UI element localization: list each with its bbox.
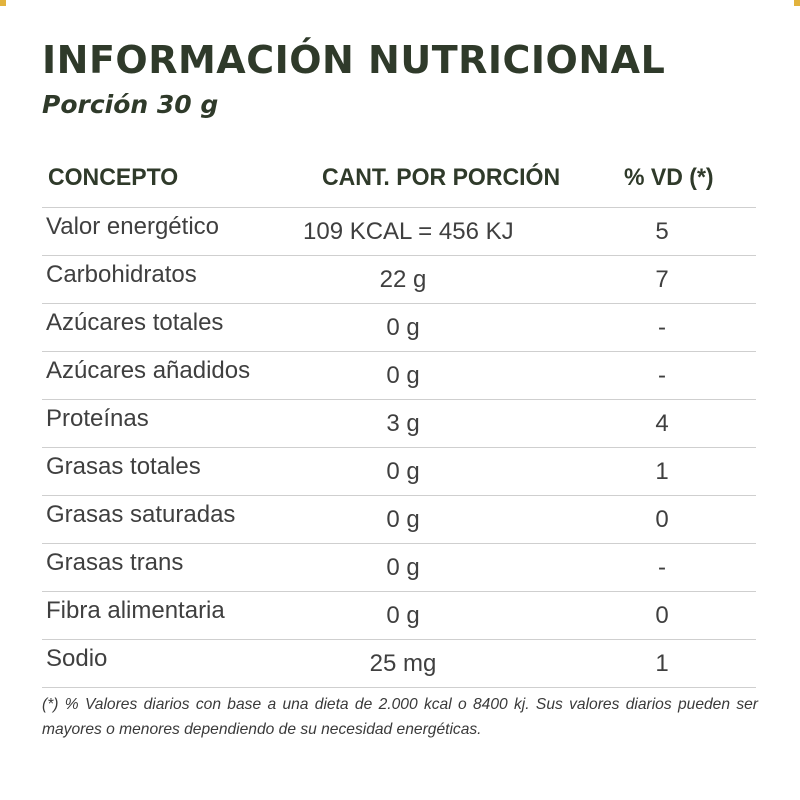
column-header-cantidad: CANT. POR PORCIÓN xyxy=(322,164,561,191)
corner-accent-right xyxy=(794,0,800,6)
row-concepto: Grasas totales xyxy=(46,453,201,480)
row-cantidad: 0 g xyxy=(386,314,420,341)
table-row: Azúcares añadidos 0 g - xyxy=(42,352,756,400)
row-cantidad: 109 KCAL = 456 KJ xyxy=(303,218,514,245)
table-row: Fibra alimentaria 0 g 0 xyxy=(42,592,756,640)
corner-accent-left xyxy=(0,0,6,6)
row-concepto: Sodio xyxy=(46,645,108,672)
row-vd: 1 xyxy=(655,650,669,677)
table-row: Sodio 25 mg 1 xyxy=(42,640,756,688)
table-row: Grasas trans 0 g - xyxy=(42,544,756,592)
row-concepto: Grasas trans xyxy=(46,549,184,576)
row-vd: 0 xyxy=(655,506,669,533)
page-title: INFORMACIÓN NUTRICIONAL xyxy=(42,38,666,82)
row-vd: - xyxy=(658,314,666,341)
column-header-vd: % VD (*) xyxy=(624,164,714,191)
row-cantidad: 0 g xyxy=(386,506,420,533)
row-cantidad: 0 g xyxy=(386,602,420,629)
table-header-row: CONCEPTO CANT. POR PORCIÓN % VD (*) xyxy=(42,158,756,208)
row-vd: 4 xyxy=(655,410,669,437)
row-vd: 5 xyxy=(655,218,669,245)
row-vd: - xyxy=(658,554,666,581)
table-row: Proteínas 3 g 4 xyxy=(42,400,756,448)
row-cantidad: 25 mg xyxy=(369,650,437,677)
table-row: Grasas saturadas 0 g 0 xyxy=(42,496,756,544)
row-concepto: Fibra alimentaria xyxy=(46,597,225,624)
serving-size: Porción 30 g xyxy=(42,90,219,119)
row-concepto: Proteínas xyxy=(46,405,149,432)
row-cantidad: 22 g xyxy=(379,266,427,293)
row-cantidad: 0 g xyxy=(386,362,420,389)
column-header-concepto: CONCEPTO xyxy=(48,164,179,191)
row-concepto: Carbohidratos xyxy=(46,261,197,288)
row-vd: 0 xyxy=(655,602,669,629)
row-vd: - xyxy=(658,362,666,389)
nutrition-table: CONCEPTO CANT. POR PORCIÓN % VD (*) Valo… xyxy=(42,158,756,688)
row-cantidad: 0 g xyxy=(386,554,420,581)
row-cantidad: 0 g xyxy=(386,458,420,485)
row-vd: 7 xyxy=(655,266,669,293)
row-concepto: Valor energético xyxy=(46,213,219,240)
table-row: Carbohidratos 22 g 7 xyxy=(42,256,756,304)
row-concepto: Azúcares añadidos xyxy=(46,357,251,384)
row-concepto: Azúcares totales xyxy=(46,309,224,336)
table-row: Grasas totales 0 g 1 xyxy=(42,448,756,496)
table-row: Azúcares totales 0 g - xyxy=(42,304,756,352)
row-cantidad: 3 g xyxy=(386,410,420,437)
row-concepto: Grasas saturadas xyxy=(46,501,236,528)
footnote: (*) % Valores diarios con base a una die… xyxy=(42,696,758,738)
table-row: Valor energético 109 KCAL = 456 KJ 5 xyxy=(42,208,756,256)
row-vd: 1 xyxy=(655,458,669,485)
